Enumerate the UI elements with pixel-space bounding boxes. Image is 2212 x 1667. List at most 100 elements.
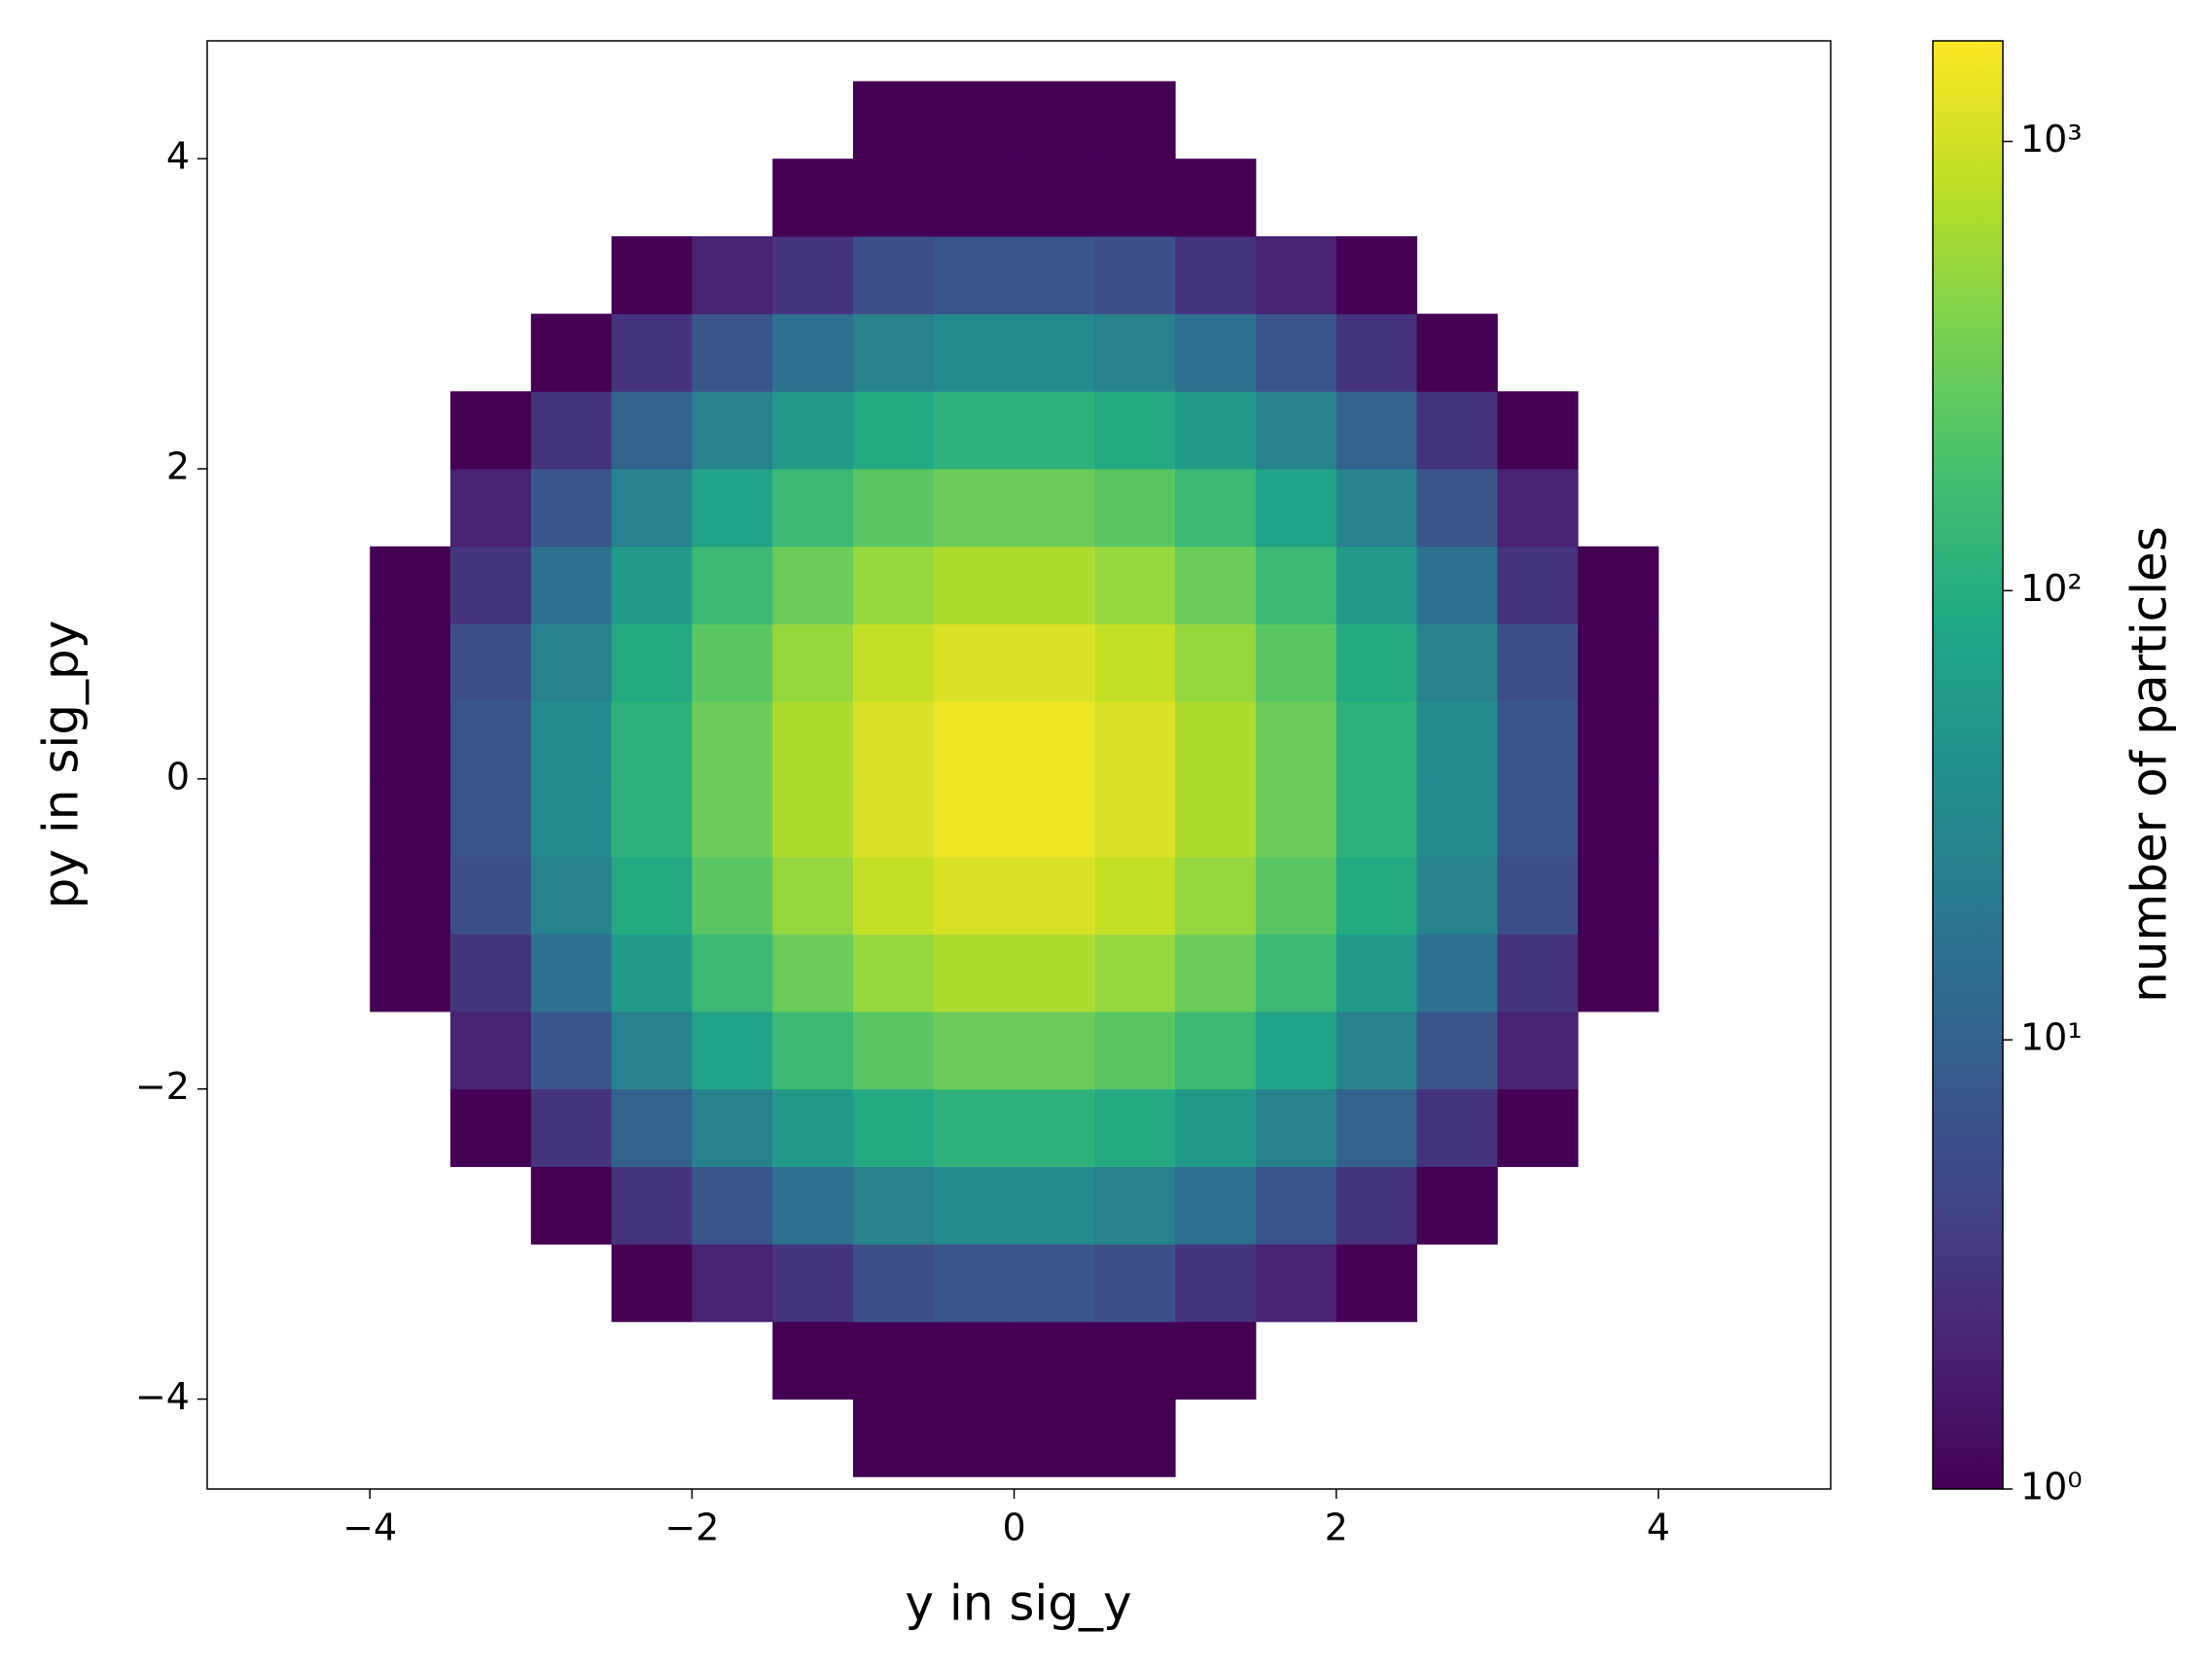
bin [1094,1321,1176,1401]
bin [1014,1321,1095,1401]
bin [933,546,1016,624]
bin [611,546,693,624]
bin [692,778,773,858]
bin [852,1088,935,1167]
x-tick-label: −2 [664,1507,719,1549]
bin [692,313,773,392]
bin [1094,1244,1176,1323]
bin [692,1244,773,1323]
bin [933,623,1016,702]
bin [933,1088,1016,1167]
bin [933,159,1016,237]
bin [772,159,854,237]
bin [692,1088,773,1167]
bin [370,623,451,702]
bin [772,1166,854,1245]
colorbar-frame [1932,40,2004,1490]
bin [1094,778,1176,858]
bin [772,391,854,470]
bin [1175,778,1257,858]
bin [611,469,693,548]
bin [1175,1011,1257,1090]
bin [1094,159,1176,237]
bin [1336,1011,1417,1090]
bin [530,701,613,780]
bin [1014,1244,1095,1323]
bin [852,313,935,392]
bin [370,934,451,1012]
bin [852,623,935,702]
bin [933,1399,1016,1477]
bin [370,778,451,858]
bin [933,81,1016,160]
bin [1094,469,1176,548]
bin [852,1244,935,1323]
bin [450,1011,532,1090]
bin [772,934,854,1012]
bin [611,778,693,858]
bin [1175,1244,1257,1323]
bin [692,1166,773,1245]
bin [1175,159,1257,237]
bin [772,1244,854,1323]
bin [1094,81,1176,160]
bin [692,469,773,548]
bin [692,1011,773,1090]
bin [933,391,1016,470]
bin [1336,313,1417,392]
bin [933,313,1016,392]
bin [611,313,693,392]
colorbar-label: number of particles [2122,526,2178,1003]
bin [852,856,935,935]
bin [1416,391,1498,470]
bin [611,1244,693,1323]
bin [370,546,451,624]
bin [530,469,613,548]
bin [772,856,854,935]
bin [1416,1088,1498,1167]
bin [852,778,935,858]
bin [1014,1399,1095,1477]
bin [852,546,935,624]
bin [1578,623,1659,702]
bin [1094,701,1176,780]
bin [450,546,532,624]
bin [1578,546,1659,624]
bin [1497,934,1579,1012]
bin [772,235,854,315]
bin [1578,701,1659,780]
bin [852,1011,935,1090]
bin [1094,235,1176,315]
bin [530,1166,613,1245]
y-tick-label: 0 [166,755,190,798]
bin [852,1399,935,1477]
bin [1255,701,1338,780]
colorbar-tick-label: 10² [2020,567,2083,610]
bin [1014,81,1095,160]
bin [933,778,1016,858]
bin [450,778,532,858]
bin [692,934,773,1012]
bin [692,701,773,780]
bin [530,391,613,470]
bin [1336,701,1417,780]
bin [1094,1399,1176,1477]
bin [1336,235,1417,315]
bin [1094,934,1176,1012]
bin [1336,546,1417,624]
bin [1014,934,1095,1012]
bin [611,934,693,1012]
bin [611,701,693,780]
bin [1255,391,1338,470]
bin [1416,778,1498,858]
bin [772,623,854,702]
bin [1416,546,1498,624]
bin [852,469,935,548]
bin [1175,701,1257,780]
bin [1255,235,1338,315]
x-tick-label: 0 [1002,1507,1025,1549]
bin [933,1321,1016,1401]
bin [1497,546,1579,624]
y-axis-label: py in sig_py [33,621,89,909]
bin [1255,778,1338,858]
